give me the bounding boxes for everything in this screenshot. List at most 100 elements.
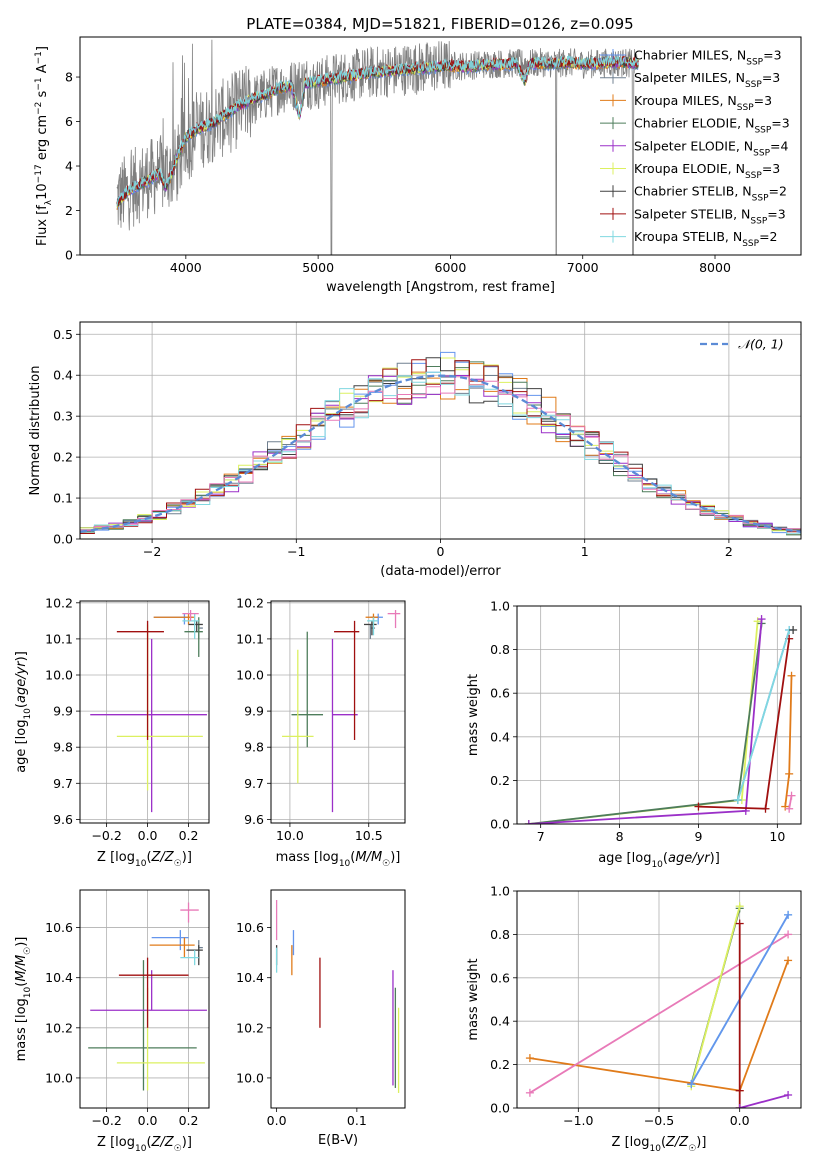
y-tick-label: 9.9 (53, 704, 73, 719)
legend-sub: SSP (746, 58, 763, 68)
label-part: )] (390, 850, 400, 865)
y-tick-label: 10.0 (45, 1070, 73, 1085)
legend-text: Chabrier STELIB, N (634, 184, 752, 199)
x-axis-label: Z [log10(Z/Z☉)] (97, 850, 192, 869)
y-axis-label: Flux [fλ10−17 erg cm−2 s−1 A−1] (34, 46, 54, 246)
x-tick-label: 0.2 (179, 828, 199, 843)
label-part: erg cm (35, 115, 50, 164)
label-part: Flux [f (35, 205, 50, 246)
plot-area (525, 902, 793, 1108)
label-part: Z/Z (151, 1135, 175, 1150)
legend-label: Salpeter ELODIE, NSSP=4 (634, 138, 789, 158)
x-tick-label: 4000 (170, 260, 202, 275)
plot-area (80, 351, 801, 536)
label-part: mass [log (276, 850, 339, 865)
label-part: 10 (649, 1144, 661, 1154)
label-part: ☉ (382, 859, 390, 869)
x-tick-label: −0.2 (91, 828, 121, 843)
axes-frame (79, 36, 802, 256)
x-axis-label: wavelength [Angstrom, rest frame] (326, 280, 555, 295)
label-part: λ (44, 199, 54, 205)
label-part: A (35, 64, 50, 77)
y-tick-label: 9.6 (244, 812, 264, 827)
y-tick-label: 1.0 (490, 599, 510, 614)
x-tick-label: 0.0 (730, 1113, 750, 1128)
legend-label: 𝒩(0, 1) (738, 337, 784, 352)
x-tick-label: 10 (769, 829, 785, 844)
legend-text: Salpeter MILES, N (634, 70, 745, 85)
y-tick-label: 10.6 (45, 920, 73, 935)
plot-area (524, 615, 798, 824)
label-part: )] (182, 1135, 192, 1150)
y-tick-label: 10.0 (236, 1070, 264, 1085)
legend-tail: =3 (763, 48, 781, 63)
x-tick-label: 0.0 (138, 1113, 158, 1128)
y-tick-label: 9.7 (244, 776, 264, 791)
label-part: ☉ (174, 859, 182, 869)
y-tick-label: 0.3 (53, 409, 73, 424)
label-part: −17 (34, 164, 44, 183)
weight-vs-Z-panel: −1.0 −0.5 0.0 0.0 0.2 0.4 0.6 0.8 1.0 mass weight… (466, 884, 802, 1154)
label-part: Z [log (97, 1135, 135, 1150)
axes-frame (516, 605, 802, 825)
legend-tail: =3 (762, 70, 780, 85)
figure-title: PLATE=0384, MJD=51821, FIBERID=0126, z=0… (246, 15, 633, 33)
x-tick-label: 7000 (567, 260, 599, 275)
model-spectrum (116, 54, 639, 207)
axes-frame (270, 600, 406, 824)
label-part: −2 (34, 102, 44, 115)
y-tick-label: 9.7 (53, 776, 73, 791)
label-part: ( (661, 1135, 666, 1150)
label-part: M/M (355, 850, 382, 865)
y-tick-label: 10.2 (45, 1020, 73, 1035)
x-tick-label: 9 (694, 829, 702, 844)
label-part: s (35, 90, 50, 101)
legend-text: Kroupa MILES, N (634, 93, 737, 108)
y-tick-label: 0.4 (490, 1014, 510, 1029)
x-tick-label: 0.0 (267, 1113, 287, 1128)
gaussian-curve (80, 374, 801, 533)
y-tick-label: 9.8 (244, 740, 264, 755)
y-tick-label: 10.0 (45, 668, 73, 683)
legend-sub: SSP (752, 194, 769, 204)
label-part: Z [log (612, 1135, 650, 1150)
y-tick-label: 10.2 (236, 1020, 264, 1035)
y-tick-label: 10.2 (45, 595, 73, 610)
x-tick-label: 10.5 (355, 828, 383, 843)
y-tick-label: 8 (65, 70, 73, 85)
y-tick-label: 10.1 (45, 631, 73, 646)
y-tick-label: 0.4 (53, 368, 73, 383)
y-tick-label: 0.6 (490, 686, 510, 701)
label-part: Z [log (97, 850, 135, 865)
label-part: age/yr (668, 851, 711, 866)
y-axis-label: mass [log10(M/M☉)] (14, 937, 33, 1062)
legend-sub: SSP (737, 103, 754, 113)
label-part: 10 (339, 859, 351, 869)
x-axis-label: (data-model)/error (380, 564, 501, 579)
label-part: 10 (35, 183, 50, 200)
x-tick-label: 6000 (435, 260, 467, 275)
plot-area (275, 900, 400, 1093)
legend-label: Kroupa MILES, NSSP=3 (634, 93, 772, 113)
legend-tail: =2 (769, 184, 787, 199)
y-tick-label: 2 (65, 203, 73, 218)
legend-label: Salpeter MILES, NSSP=3 (634, 70, 780, 90)
y-tick-label: 0.5 (53, 327, 73, 342)
weight-series (739, 1094, 789, 1108)
y-tick-label: 0.2 (53, 450, 73, 465)
plot-area (116, 39, 639, 255)
legend-label: Kroupa ELODIE, NSSP=3 (634, 161, 780, 181)
x-tick-label: 0.2 (179, 1113, 199, 1128)
spectrum-panel: 4000 5000 6000 7000 8000 0 2 4 6 8 wavelength [Ang… (34, 36, 802, 295)
y-tick-label: 0.0 (53, 532, 73, 547)
legend-label: Kroupa STELIB, NSSP=2 (634, 229, 778, 249)
plot-area (88, 902, 207, 1091)
x-tick-label: 5000 (302, 260, 334, 275)
y-tick-label: 0.6 (490, 970, 510, 985)
axes-frame (79, 321, 802, 540)
x-axis-label: E(B-V) (318, 1133, 358, 1148)
y-tick-label: 9.9 (244, 704, 264, 719)
label-part: age/yr (14, 660, 29, 703)
y-tick-label: 4 (65, 159, 73, 174)
